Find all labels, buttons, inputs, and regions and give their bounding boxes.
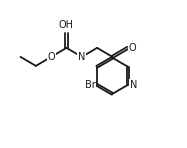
Text: O: O <box>129 43 136 53</box>
Text: O: O <box>47 52 55 62</box>
Text: OH: OH <box>59 20 74 30</box>
Text: N: N <box>130 80 138 90</box>
Text: Br: Br <box>85 80 95 90</box>
Text: N: N <box>78 52 85 62</box>
